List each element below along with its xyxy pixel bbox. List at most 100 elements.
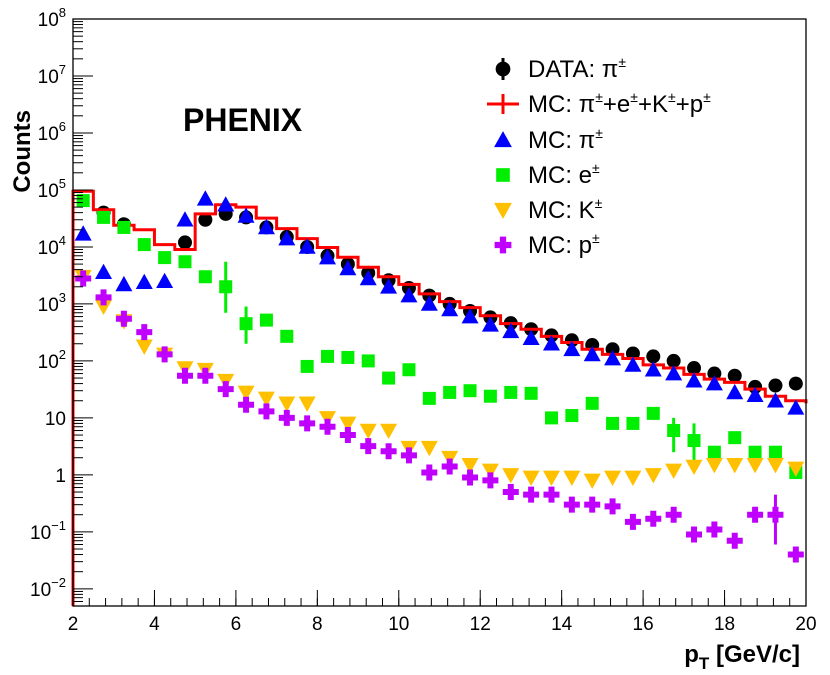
data-point [707, 366, 722, 381]
series-square [76, 194, 803, 480]
data-point [258, 403, 275, 420]
data-point [421, 464, 438, 481]
data-point [563, 340, 581, 357]
y-tick-label: 105 [38, 176, 66, 202]
data-point [402, 363, 416, 377]
data-point [624, 470, 642, 486]
y-tick-label: 1 [55, 466, 66, 487]
data-point [420, 440, 438, 457]
data-point [665, 365, 683, 381]
data-point [705, 458, 723, 474]
data-point [321, 349, 335, 363]
data-point [400, 447, 417, 464]
data-point [685, 459, 703, 476]
legend-swatch [495, 61, 511, 77]
data-point [626, 416, 640, 430]
data-point [685, 372, 703, 388]
x-axis-title-main: p [684, 641, 699, 668]
data-point [747, 506, 764, 523]
legend-label: MC: π± [528, 125, 603, 154]
data-point [606, 416, 620, 430]
data-point [95, 299, 113, 316]
data-point [280, 329, 294, 343]
data-point [300, 359, 314, 373]
data-point [361, 354, 375, 368]
y-tick-label: 106 [38, 119, 66, 145]
data-point [727, 368, 742, 383]
data-point [645, 510, 662, 527]
data-point [524, 386, 538, 400]
data-point [259, 313, 273, 327]
data-point [787, 546, 804, 563]
legend-label: DATA: π± [528, 54, 626, 83]
data-point [463, 384, 477, 398]
data-point [117, 220, 131, 234]
data-point [76, 194, 90, 208]
data-point [461, 308, 479, 324]
data-point [359, 423, 377, 440]
data-point [198, 270, 212, 284]
data-point [461, 458, 479, 474]
data-point [156, 272, 174, 289]
legend-label: MC: p± [528, 230, 600, 259]
data-point [787, 461, 805, 477]
data-point [339, 259, 357, 276]
data-point [176, 211, 194, 227]
data-point [768, 378, 783, 393]
legend-swatch [494, 236, 512, 254]
data-point [665, 506, 682, 523]
data-point [360, 438, 377, 455]
data-point [605, 342, 620, 357]
y-tick-label: 10−2 [30, 575, 66, 601]
data-point [482, 472, 499, 489]
data-point [502, 468, 520, 484]
y-tick-label: 104 [38, 233, 66, 259]
data-point [75, 270, 92, 287]
data-point [441, 300, 459, 317]
data-point [156, 346, 173, 363]
series-triangle-down [74, 269, 805, 489]
data-point [544, 411, 558, 425]
data-point [523, 486, 540, 503]
data-point [238, 396, 255, 413]
data-point [298, 396, 316, 412]
y-axis-title: Counts [9, 110, 36, 193]
data-point [726, 458, 744, 474]
data-point [382, 371, 396, 385]
data-point [176, 367, 193, 384]
data-point [788, 376, 803, 391]
x-axis-title: pT [GeV/c] [684, 641, 800, 673]
axes: 2 4 6 8 10 12 14 16 18 20 10−2 10−1 1 10 102 103 104 105 1… [30, 5, 817, 635]
data-point [644, 468, 662, 484]
data-point [158, 251, 172, 265]
data-point [299, 415, 316, 432]
mc-sum-histogram [71, 189, 808, 606]
data-point [136, 324, 153, 341]
data-point [422, 391, 436, 405]
y-tick-label: 107 [38, 62, 66, 88]
data-point [766, 458, 784, 474]
data-point [278, 396, 296, 412]
data-point [198, 212, 213, 227]
x-tick-label: 10 [388, 614, 409, 635]
data-point [686, 526, 703, 543]
data-point [341, 350, 355, 364]
y-tick-label: 108 [38, 5, 66, 31]
data-point [135, 273, 153, 290]
data-point [667, 424, 681, 438]
data-point [583, 473, 601, 489]
data-point [767, 506, 784, 523]
series-cross [75, 270, 804, 563]
data-point [97, 210, 111, 224]
data-point [217, 381, 234, 398]
x-tick-label: 4 [149, 614, 160, 635]
y-tick-label: 102 [38, 347, 66, 373]
data-point [726, 532, 743, 549]
data-point [257, 391, 275, 407]
data-point [95, 263, 113, 280]
data-point [483, 389, 497, 403]
data-point [644, 361, 662, 377]
data-point [504, 385, 518, 399]
x-tick-label: 18 [714, 614, 735, 635]
data-point [339, 427, 356, 444]
